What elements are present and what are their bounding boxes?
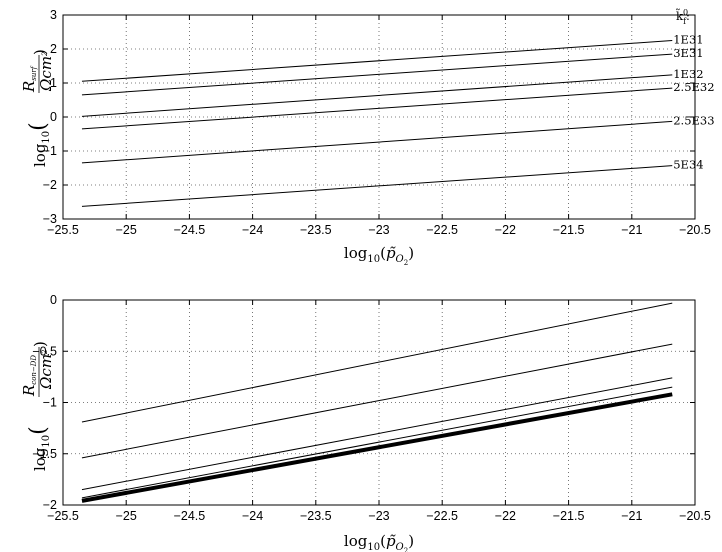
- bottom-gridlines: [63, 300, 695, 505]
- y-tick-label: −0.5: [32, 344, 57, 358]
- x-tick-label: −24: [242, 509, 263, 523]
- x-tick-label: −24.5: [174, 509, 206, 523]
- top-gridlines: [63, 15, 695, 219]
- series-line-2: [81, 343, 673, 459]
- y-tick-label: −1: [43, 396, 57, 410]
- x-tick-label: −23.5: [300, 223, 332, 237]
- x-tick-label: −25: [116, 223, 137, 237]
- x-tick-label: −25.5: [47, 509, 79, 523]
- series-line-4: [81, 87, 673, 130]
- y-tick-label: −2: [43, 498, 57, 512]
- top-ticks: −25.5 −25 −24.5 −24 −23.5 −23 −22.5 −22 −21.5 −21…: [43, 8, 711, 237]
- x-tick-label: −23.5: [300, 509, 332, 523]
- x-tick-label: −22.5: [426, 223, 458, 237]
- bottom-series: [81, 302, 673, 503]
- svg-text:Ωcm2: Ωcm2: [37, 51, 55, 92]
- top-x-axis-label: log10(p̃O2): [344, 244, 414, 267]
- x-tick-label: −21: [621, 223, 642, 237]
- x-tick-label: −21: [621, 509, 642, 523]
- series-line-5: [81, 392, 673, 503]
- y-tick-label: 3: [50, 8, 57, 22]
- legend-entry-2: 3E31: [673, 46, 703, 60]
- y-tick-label: −1: [43, 144, 57, 158]
- svg-text:log10(: log10(: [26, 122, 52, 167]
- series-line-4: [81, 386, 673, 499]
- series-line-3: [81, 74, 673, 117]
- y-tick-label: 0: [50, 110, 57, 124]
- series-line-1: [81, 40, 673, 82]
- x-tick-label: −23: [368, 223, 389, 237]
- x-tick-label: −22: [495, 509, 516, 523]
- legend-entry-6: 5E34: [673, 158, 703, 172]
- y-tick-label: 1: [50, 76, 57, 90]
- x-tick-label: −25: [116, 509, 137, 523]
- legend-entry-5: 2.5E33: [673, 113, 714, 127]
- y-tick-label: −2: [43, 178, 57, 192]
- series-line-3: [81, 377, 673, 491]
- x-tick-label: −20.5: [679, 223, 711, 237]
- top-panel: −25.5 −25 −24.5 −24 −23.5 −23 −22.5 −22 −21.5 −21…: [20, 8, 715, 267]
- series-line-6: [81, 165, 673, 207]
- x-tick-label: −21.5: [553, 223, 585, 237]
- bottom-x-axis-label: log10(p̃O2): [344, 532, 414, 552]
- legend-entry-1: 1E31: [673, 33, 703, 47]
- top-series: [81, 40, 673, 207]
- svg-text:log10(: log10(: [26, 426, 52, 471]
- svg-text:Rcon−DD: Rcon−DD: [20, 355, 38, 397]
- x-tick-label: −22.5: [426, 509, 458, 523]
- x-tick-label: −25.5: [47, 223, 79, 237]
- y-tick-label: 0: [50, 293, 57, 307]
- svg-text:Ωcm2: Ωcm2: [37, 349, 55, 390]
- y-tick-label: 2: [50, 42, 57, 56]
- legend-entry-3: 1E32: [673, 67, 703, 81]
- x-tick-label: −23: [368, 509, 389, 523]
- x-tick-label: −20.5: [679, 509, 711, 523]
- bottom-panel: −25.5 −25 −24.5 −24 −23.5 −23 −22.5 −22 −21.5 −21…: [20, 293, 711, 552]
- series-line-2: [81, 53, 673, 96]
- bottom-ticks: −25.5 −25 −24.5 −24 −23.5 −23 −22.5 −22 −21.5 −21…: [32, 293, 711, 523]
- x-tick-label: −24.5: [174, 223, 206, 237]
- series-line-5: [81, 120, 673, 164]
- y-tick-label: −1.5: [32, 447, 57, 461]
- svg-text:): ): [31, 49, 49, 55]
- x-tick-label: −21.5: [553, 509, 585, 523]
- legend-title: k̃0 f:: [676, 8, 690, 26]
- x-tick-label: −24: [242, 223, 263, 237]
- top-y-axis-label: log10( Rsurf Ωcm2 ): [20, 49, 55, 167]
- svg-text:): ): [31, 341, 49, 347]
- svg-text:Rsurf: Rsurf: [20, 65, 38, 93]
- x-tick-label: −22: [495, 223, 516, 237]
- series-line-1: [81, 302, 673, 423]
- y-tick-label: −3: [43, 212, 57, 226]
- legend-entry-4: 2.5E32: [673, 80, 714, 94]
